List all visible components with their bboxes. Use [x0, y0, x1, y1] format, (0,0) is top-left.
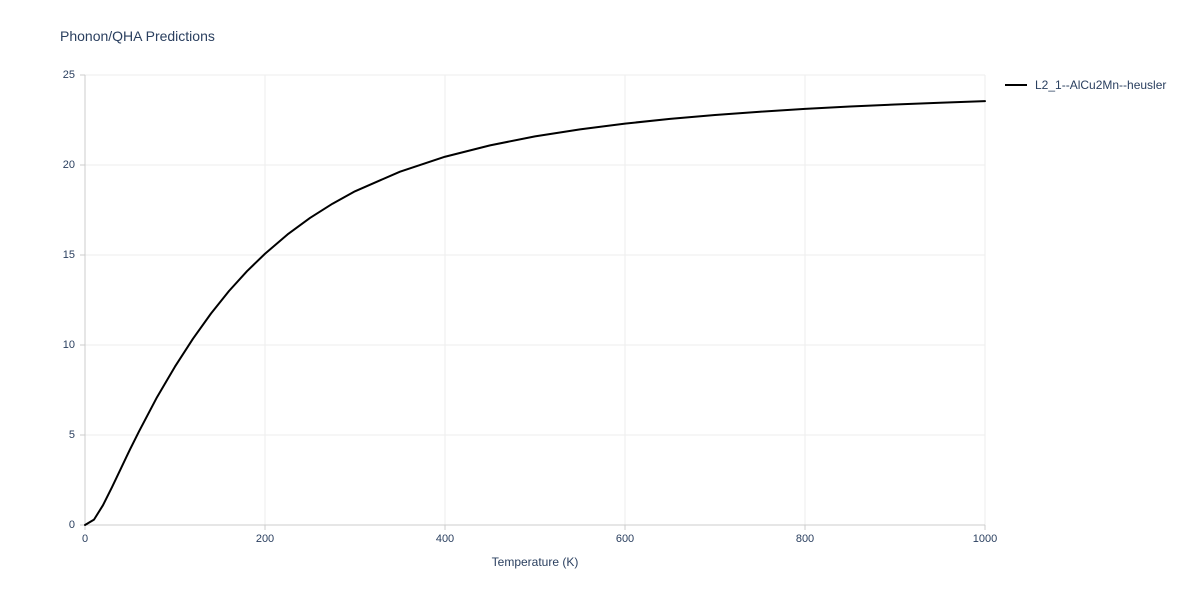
chart-container: Phonon/QHA Predictions Temperature (K) C…	[0, 0, 1200, 600]
x-tick-label: 1000	[973, 533, 997, 545]
x-axis-label: Temperature (K)	[492, 555, 579, 569]
y-tick-label: 15	[63, 249, 75, 261]
y-tick-label: 0	[69, 519, 75, 531]
plot-area	[85, 75, 985, 525]
y-tick-label: 20	[63, 159, 75, 171]
x-tick-label: 800	[796, 533, 814, 545]
x-tick-label: 200	[256, 533, 274, 545]
chart-title: Phonon/QHA Predictions	[60, 28, 215, 44]
x-tick-label: 600	[616, 533, 634, 545]
x-tick-label: 0	[82, 533, 88, 545]
legend-swatch	[1005, 84, 1027, 86]
y-tick-label: 5	[69, 429, 75, 441]
legend-label: L2_1--AlCu2Mn--heusler	[1035, 78, 1166, 92]
legend: L2_1--AlCu2Mn--heusler	[1005, 78, 1166, 92]
y-tick-label: 25	[63, 69, 75, 81]
y-tick-label: 10	[63, 339, 75, 351]
x-tick-label: 400	[436, 533, 454, 545]
legend-item[interactable]: L2_1--AlCu2Mn--heusler	[1005, 78, 1166, 92]
